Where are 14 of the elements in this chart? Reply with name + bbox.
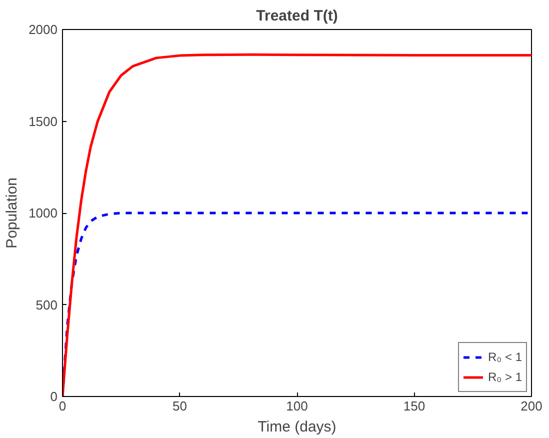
legend-label: R₀ < 1 [488,350,522,364]
y-tick-label: 500 [36,297,58,312]
x-tick-label: 100 [286,398,308,414]
x-tick-label: 50 [172,398,187,414]
legend-label: R₀ > 1 [488,370,522,384]
y-tick-label: 1500 [28,114,58,129]
y-axis-title: Population [4,178,21,248]
x-tick-label: 150 [403,398,426,414]
x-axis-title: Time (days) [258,418,336,436]
chart-title: Treated T(t) [256,8,338,24]
y-tick-label: 2000 [28,22,58,37]
x-tick-label: 200 [520,398,542,414]
y-tick-label: 1000 [28,206,58,220]
y-tick-label: 0 [50,389,58,404]
